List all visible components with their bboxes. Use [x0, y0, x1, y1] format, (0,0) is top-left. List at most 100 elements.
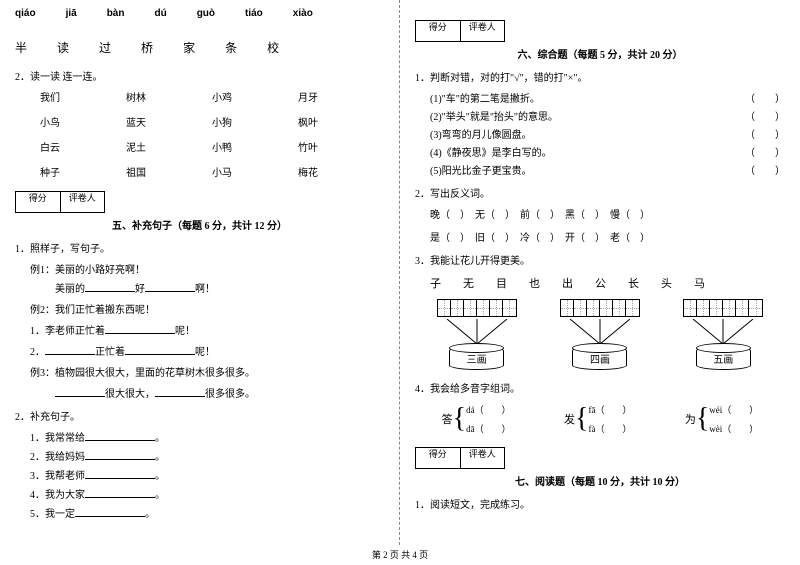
pinyin-row: qiáo jiā bàn dú guò tiáo xiào [15, 8, 384, 19]
paren[interactable]: （ ） [745, 108, 785, 123]
blank[interactable] [105, 322, 175, 334]
example1: 例1：美丽的小路好亮啊！ [30, 261, 384, 276]
blank[interactable] [155, 385, 205, 397]
paren[interactable] [450, 233, 460, 244]
select-char: 头 [661, 275, 672, 291]
q6-1: 1．判断对错，对的打"√"，错的打"×"。 [415, 69, 785, 84]
grid-box[interactable] [560, 299, 640, 317]
antonym-line: 晚（ ） 无（ ） 前（ ） 黑（ ） 慢（ ） [430, 206, 785, 221]
blank[interactable] [85, 280, 135, 292]
paren[interactable]: （ ） [745, 162, 785, 177]
blank[interactable] [55, 385, 105, 397]
blank[interactable] [125, 343, 195, 355]
text: 正忙着 [95, 347, 125, 358]
pinyin: wéi [709, 405, 722, 415]
section7-title: 七、阅读题（每题 10 分，共计 10 分） [415, 473, 785, 488]
paren[interactable] [630, 233, 640, 244]
section5-title: 五、补充句子（每题 6 分，共计 12 分） [15, 217, 384, 232]
judge-item: (2)"举头"就是"抬头"的意思。（ ） [430, 108, 785, 123]
pron-group: 发 { fā（ ）fà（ ） [564, 403, 631, 435]
char: 条 [225, 39, 237, 56]
text: 是（ [430, 233, 450, 244]
text: 2． [30, 347, 45, 358]
stroke-diagram: 四画 [560, 299, 640, 370]
grid-box[interactable] [683, 299, 763, 317]
brace-icon: { [696, 409, 709, 429]
blank[interactable] [85, 486, 155, 498]
blank[interactable] [85, 467, 155, 479]
pinyin: bàn [107, 8, 125, 19]
pinyin: jiā [66, 8, 77, 19]
paren[interactable] [540, 233, 550, 244]
text: 美丽的 [55, 284, 85, 295]
text: ） [460, 210, 465, 221]
text: ） [460, 233, 465, 244]
q5-2: 2．补充句子。 [15, 408, 384, 423]
pron-group: 为 { wéi（ ）wèi（ ） [685, 403, 758, 435]
fill-line: 4．我为大家。 [30, 486, 384, 501]
paren[interactable] [585, 210, 595, 221]
judge-text: (1)"车"的第二笔是撇折。 [430, 90, 540, 105]
word: 泥土 [126, 139, 212, 154]
pron-char: 发 [564, 411, 575, 427]
pinyin: qiáo [15, 8, 36, 19]
example2: 例2：我们正忙着搬东西呢！ [30, 301, 384, 316]
text: 4．我为大家 [30, 490, 85, 501]
pinyin: fā [588, 405, 595, 415]
brace-icon: { [453, 409, 466, 429]
word: 祖国 [126, 164, 212, 179]
paren[interactable] [450, 210, 460, 221]
select-char: 无 [463, 275, 474, 291]
word: 小鸭 [212, 139, 298, 154]
grader-label: 评卷人 [461, 21, 505, 41]
paren[interactable] [495, 210, 505, 221]
paren[interactable] [585, 233, 595, 244]
paren[interactable] [540, 210, 550, 221]
text: 开（ [565, 233, 585, 244]
text: 冷（ [520, 233, 540, 244]
text: ） [595, 233, 600, 244]
connector-lines-icon [560, 319, 640, 344]
q7-1: 1．阅读短文，完成练习。 [415, 496, 785, 511]
word-match-grid: 我们树林小鸡月牙 小鸟蓝天小狗枫叶 白云泥土小鸭竹叶 种子祖国小马梅花 [40, 89, 384, 179]
paren[interactable]: （ ） [745, 90, 785, 105]
section6-title: 六、综合题（每题 5 分，共计 20 分） [415, 46, 785, 61]
judge-item: (4)《静夜思》是李白写的。（ ） [430, 144, 785, 159]
paren[interactable] [495, 233, 505, 244]
blank[interactable] [85, 429, 155, 441]
blank[interactable] [145, 280, 195, 292]
pronounce-row: 答 { dá（ ）dā（ ） 发 { fā（ ）fà（ ） 为 { wéi（ ）… [415, 403, 785, 435]
fill-line: 美丽的好啊！ [55, 280, 384, 295]
word: 小马 [212, 164, 298, 179]
q5-1: 1．照样子，写句子。 [15, 240, 384, 255]
fill-line: 2．正忙着呢！ [30, 343, 384, 358]
paren[interactable]: （ ） [745, 144, 785, 159]
char: 桥 [141, 39, 153, 56]
text: 前（ [520, 210, 540, 221]
paren[interactable]: （ ） [745, 126, 785, 141]
blank[interactable] [45, 343, 95, 355]
word: 种子 [40, 164, 126, 179]
blank[interactable] [85, 448, 155, 460]
blank[interactable] [75, 505, 145, 517]
page-footer: 第 2 页 共 4 页 [0, 548, 800, 561]
select-char: 也 [529, 275, 540, 291]
text: ） [640, 210, 650, 221]
pinyin: tiáo [245, 8, 263, 19]
word: 小鸡 [212, 89, 298, 104]
example3: 例3：植物园很大很大，里面的花草树木很多很多。 [30, 364, 384, 379]
text: 慢（ [610, 210, 630, 221]
grader-label: 评卷人 [61, 192, 105, 212]
word: 树林 [126, 89, 212, 104]
connector-lines-icon [437, 319, 517, 344]
grader-label: 评卷人 [461, 448, 505, 468]
score-box: 得分 评卷人 [15, 191, 105, 213]
grid-box[interactable] [437, 299, 517, 317]
text: 呢！ [175, 326, 195, 337]
word: 月牙 [298, 89, 384, 104]
select-char: 马 [694, 275, 705, 291]
score-box: 得分 评卷人 [415, 447, 505, 469]
pron-char: 答 [442, 411, 453, 427]
text: 很大很大， [105, 389, 155, 400]
paren[interactable] [630, 210, 640, 221]
